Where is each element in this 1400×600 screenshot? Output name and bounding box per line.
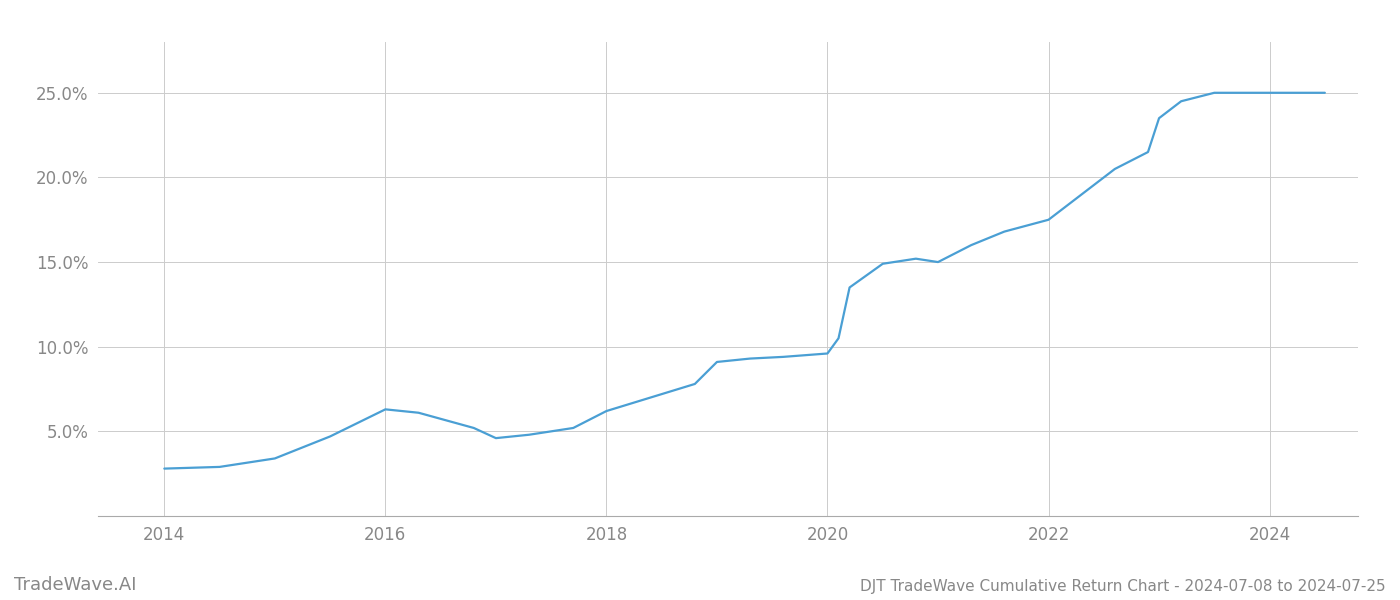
Text: TradeWave.AI: TradeWave.AI <box>14 576 137 594</box>
Text: DJT TradeWave Cumulative Return Chart - 2024-07-08 to 2024-07-25: DJT TradeWave Cumulative Return Chart - … <box>861 579 1386 594</box>
